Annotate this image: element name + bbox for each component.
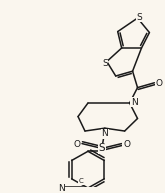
Text: N: N — [101, 130, 108, 138]
Text: O: O — [123, 140, 130, 149]
Text: C: C — [79, 178, 83, 184]
Text: S: S — [99, 143, 105, 153]
Text: N: N — [58, 184, 65, 192]
Text: N: N — [131, 98, 138, 107]
Text: S: S — [137, 13, 142, 22]
Text: S: S — [102, 59, 108, 68]
Text: O: O — [74, 140, 81, 149]
Text: O: O — [156, 79, 163, 88]
